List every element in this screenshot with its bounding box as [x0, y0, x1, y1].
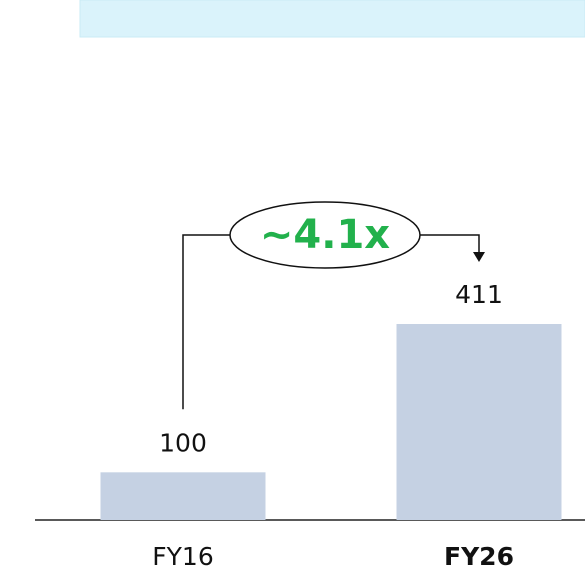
top-banner [79, 0, 585, 38]
x-tick-label: FY26 [444, 542, 514, 571]
annotation-ellipse [229, 201, 421, 269]
bar [100, 472, 266, 520]
value-label: 100 [159, 428, 207, 457]
arrow-head [473, 252, 485, 262]
connector [420, 234, 480, 254]
connector [182, 234, 230, 410]
annotation: ~4.1x [260, 212, 390, 258]
bar [396, 324, 562, 520]
value-label: 411 [455, 280, 503, 309]
x-tick-label: FY16 [152, 542, 213, 571]
